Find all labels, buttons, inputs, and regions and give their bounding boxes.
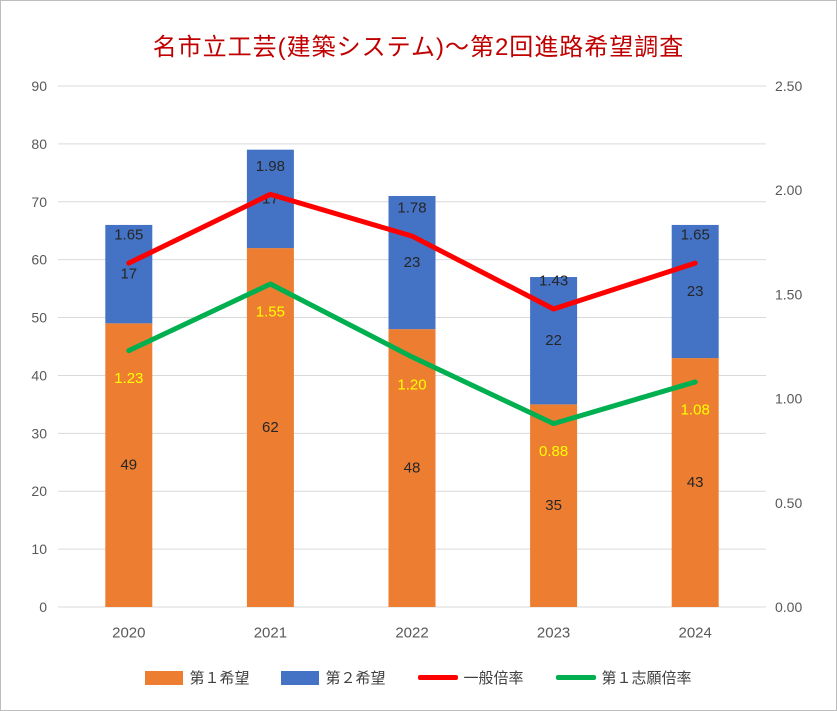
bar-data-label: 23 bbox=[687, 283, 704, 300]
left-axis-tick: 80 bbox=[31, 136, 47, 152]
right-axis-tick: 2.00 bbox=[775, 182, 802, 198]
left-axis-tick: 0 bbox=[39, 599, 47, 615]
chart-plot-area: 0 10 20 30 40 50 60 70 80 90 0.00 0.50 1.00 1.50 2.00 2… bbox=[31, 78, 802, 642]
legend-line-swatch bbox=[555, 675, 596, 680]
bar-segment bbox=[246, 248, 294, 608]
chart-title: 名市立工芸(建築システム)～第2回進路希望調査 bbox=[152, 34, 685, 61]
left-axis-tick: 20 bbox=[31, 483, 47, 499]
legend-label: 第１志願倍率 bbox=[601, 670, 692, 687]
bar-data-label: 62 bbox=[262, 419, 279, 436]
legend-label: 第２希望 bbox=[325, 670, 386, 687]
legend-line-swatch bbox=[417, 675, 458, 680]
line-data-label: 1.43 bbox=[539, 272, 568, 289]
bar-data-label: 22 bbox=[545, 332, 562, 349]
left-axis-tick: 10 bbox=[31, 541, 47, 557]
category-label: 2023 bbox=[537, 625, 570, 642]
right-axis-tick: 0.00 bbox=[775, 599, 802, 615]
bar-segment bbox=[530, 404, 578, 607]
legend-item: 一般倍率 bbox=[417, 667, 524, 688]
category-label: 2020 bbox=[112, 625, 145, 642]
left-axis-tick: 90 bbox=[31, 78, 47, 94]
bar-data-label: 49 bbox=[120, 457, 137, 474]
line-series bbox=[126, 281, 698, 427]
right-axis-tick: 2.50 bbox=[775, 78, 802, 94]
left-axis-tick: 50 bbox=[31, 310, 47, 326]
bar-segment bbox=[388, 195, 436, 330]
left-axis-tick: 40 bbox=[31, 367, 47, 383]
bar-data-label: 23 bbox=[404, 254, 421, 271]
legend-bar-swatch bbox=[281, 670, 320, 685]
line-data-label: 1.23 bbox=[114, 370, 143, 387]
legend-bar-swatch bbox=[145, 670, 184, 685]
right-axis-tick: 0.50 bbox=[775, 495, 802, 511]
line-data-label: 1.65 bbox=[114, 227, 143, 244]
line-data-label: 0.88 bbox=[539, 443, 568, 460]
bar-segment bbox=[671, 358, 719, 607]
line-data-label: 1.20 bbox=[397, 376, 426, 393]
category-label: 2022 bbox=[395, 625, 428, 642]
bar-data-label: 17 bbox=[120, 266, 137, 283]
legend-item: 第２希望 bbox=[281, 667, 386, 688]
legend-label: 一般倍率 bbox=[463, 670, 524, 687]
line-data-label: 1.78 bbox=[397, 200, 426, 217]
right-axis-tick: 1.50 bbox=[775, 286, 802, 302]
legend-item: 第１志願倍率 bbox=[555, 667, 692, 688]
bar-data-label: 43 bbox=[687, 474, 704, 491]
category-label: 2024 bbox=[679, 625, 712, 642]
bar-data-label: 48 bbox=[404, 460, 421, 477]
line-data-label: 1.65 bbox=[681, 227, 710, 244]
left-axis-tick: 60 bbox=[31, 252, 47, 268]
legend-label: 第１希望 bbox=[189, 670, 250, 687]
legend-item: 第１希望 bbox=[145, 667, 249, 688]
bar-segment bbox=[388, 329, 436, 607]
left-axis-tick: 30 bbox=[31, 425, 47, 441]
category-label: 2021 bbox=[254, 625, 287, 642]
line-data-label: 1.08 bbox=[681, 401, 710, 418]
bar-segment bbox=[105, 224, 153, 324]
right-axis-tick: 1.00 bbox=[775, 391, 802, 407]
left-axis-tick: 70 bbox=[31, 194, 47, 210]
bar-segment bbox=[671, 224, 719, 359]
legend: 第１希望 第２希望 一般倍率 第１志願倍率 bbox=[1, 667, 836, 688]
line-data-label: 1.98 bbox=[256, 158, 285, 175]
line-series bbox=[126, 191, 698, 312]
bar-data-label: 35 bbox=[545, 497, 562, 514]
line-data-label: 1.55 bbox=[256, 303, 285, 320]
bar-segment bbox=[105, 323, 153, 607]
